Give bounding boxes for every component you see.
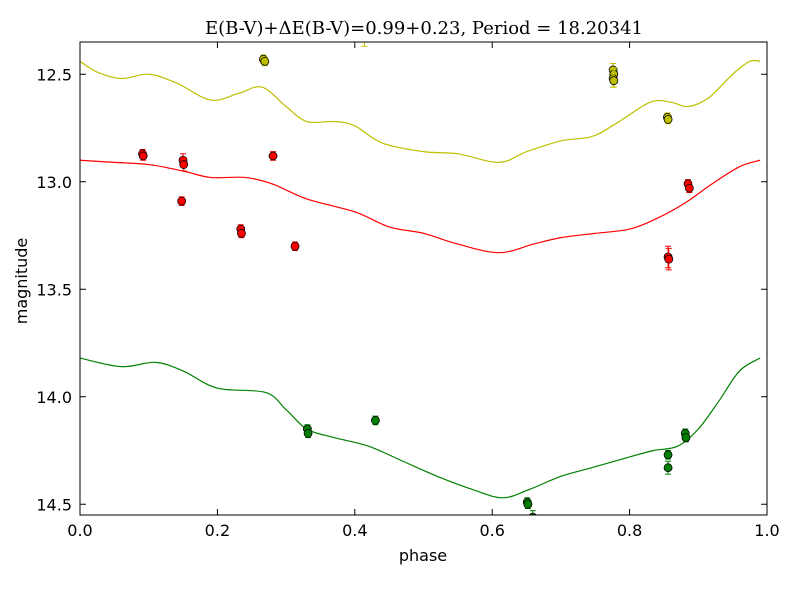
series-0-model-curve [80,59,761,164]
y-tick-label-3: 14.0 [36,388,72,407]
series-1-point-3 [179,160,189,169]
series-1-point-12 [684,183,694,193]
series-2-model-curve [80,357,761,499]
series-1-point-6 [237,228,246,238]
x-tick-label-0: 0.0 [67,521,92,540]
series-2-point-1 [303,428,313,438]
series-1-point-1 [138,151,148,161]
series-1-point-10 [664,254,674,264]
x-tick-label-1: 0.2 [205,521,230,540]
plot-area [80,42,761,515]
x-axis-label: phase [399,546,447,565]
x-tick-label-2: 0.4 [342,521,367,540]
series-2-point-7 [663,463,673,473]
series-2-point-4 [523,499,533,509]
y-tick-label-2: 13.5 [36,280,72,299]
y-tick-label-4: 14.5 [36,495,72,514]
series-0-point-7 [663,115,673,124]
y-tick-label-0: 12.5 [36,65,72,84]
plot-frame [79,41,768,516]
series-1-point-4 [177,196,187,206]
series-2-point-6 [663,450,673,460]
series-1-model-curve [80,159,761,254]
series-0-point-1 [260,56,270,66]
y-axis-label: magnitude [12,238,31,325]
series-1-point-7 [268,151,278,161]
axis-ticks: 0.0 0.2 0.4 0.6 0.8 1.0 12.5 13.0 13.5 14.0 14.5 [36,42,780,540]
x-tick-label-3: 0.6 [479,521,504,540]
y-tick-label-1: 13.0 [36,173,72,192]
series-2-point-2 [371,415,380,425]
x-tick-label-5: 1.0 [754,521,779,540]
series-2-point-9 [681,433,691,443]
x-tick-label-4: 0.8 [617,521,642,540]
series-1-point-8 [290,241,300,251]
series-0-point-5 [609,76,619,86]
chart-title: E(B-V)+ΔE(B-V)=0.99+0.23, Period = 18.20… [205,18,643,39]
